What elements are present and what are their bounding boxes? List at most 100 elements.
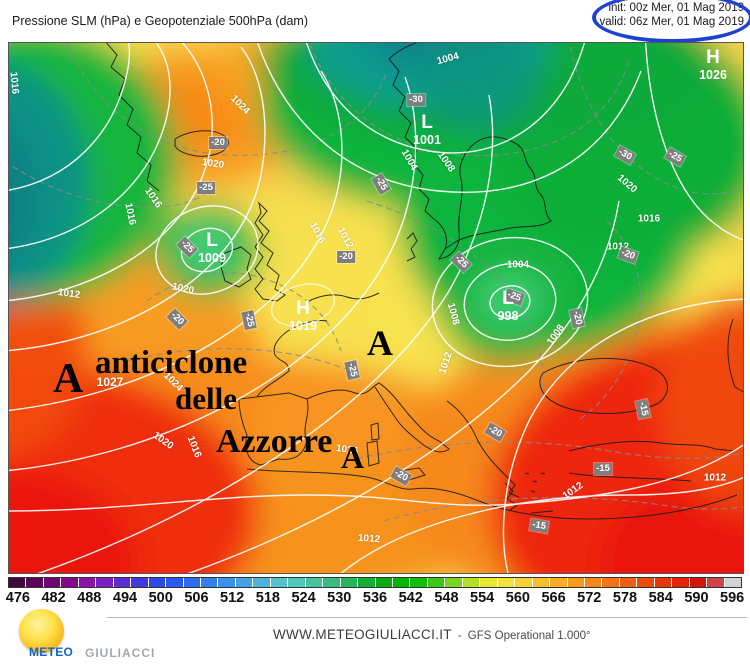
colorbar-tick-label: 506 bbox=[184, 590, 209, 606]
logo-text-meteo: METEO bbox=[29, 645, 74, 659]
valid-date: valid: 06z Mer, 01 Mag 2019 bbox=[599, 16, 744, 28]
temperature-label: -20 bbox=[484, 422, 506, 442]
isobar-label: 1016 bbox=[142, 185, 164, 211]
run-dates: init: 00z Mer, 01 Mag 2019 valid: 06z Me… bbox=[600, 1, 744, 29]
isobar-label: 1020 bbox=[201, 157, 225, 171]
anticyclone-marker: A bbox=[53, 356, 84, 402]
colorbar-cell bbox=[340, 578, 358, 587]
color-field bbox=[9, 43, 743, 573]
colorbar-cell bbox=[584, 578, 602, 587]
footer-divider bbox=[107, 617, 747, 618]
colorbar-tick-label: 536 bbox=[362, 590, 388, 606]
website-url: WWW.METEOGIULIACCI.IT bbox=[273, 627, 452, 642]
init-date: init: 00z Mer, 01 Mag 2019 bbox=[608, 2, 744, 14]
colorbar-cell bbox=[445, 578, 462, 587]
isobar-label: 1008 bbox=[444, 301, 462, 327]
pressure-center-symbol: H bbox=[296, 298, 310, 319]
colorbar-tick-label: 554 bbox=[470, 590, 495, 606]
colorbar-tick-label: 530 bbox=[327, 590, 352, 606]
pressure-center-symbol: H bbox=[706, 47, 720, 68]
colorbar-tick-label: 518 bbox=[255, 590, 280, 606]
colorbar-cell bbox=[270, 578, 288, 587]
colorbar-tick-label: 548 bbox=[434, 590, 459, 606]
isobar-label: 1004 bbox=[506, 259, 530, 271]
colorbar-cell bbox=[427, 578, 445, 587]
colorbar-tick-label: 512 bbox=[220, 590, 245, 606]
colorbar-cell bbox=[672, 578, 689, 587]
temperature-label: -30 bbox=[407, 94, 425, 106]
azores-anticyclone-annotation: Azzorre bbox=[216, 423, 333, 460]
colorbar-cell bbox=[78, 578, 96, 587]
isobar-label: 1016 bbox=[184, 434, 204, 460]
colorbar-cell bbox=[43, 578, 61, 587]
colorbar-cell bbox=[183, 578, 200, 587]
colorbar-cell bbox=[113, 578, 131, 587]
temperature-label: -20 bbox=[569, 308, 585, 328]
temperature-label: -25 bbox=[176, 236, 198, 258]
colorbar-cell bbox=[253, 578, 270, 587]
colorbar-tick-label: 524 bbox=[291, 590, 316, 606]
page-title: Pressione SLM (hPa) e Geopotenziale 500h… bbox=[12, 14, 308, 28]
pressure-center-symbol: L bbox=[206, 230, 218, 251]
colorbar-cell bbox=[532, 578, 550, 587]
isobar-label: 1008 bbox=[545, 322, 567, 348]
isobar-label: 1012 bbox=[357, 532, 381, 546]
colorbar-cell bbox=[305, 578, 323, 587]
anticyclone-marker: A bbox=[341, 439, 365, 475]
temperature-label: -25 bbox=[197, 182, 215, 194]
map-labels: 1004 1024 1020 1016 1016 1016 1012 1016 1012 1020… bbox=[9, 43, 743, 573]
colorbar-tick-label: 488 bbox=[77, 590, 102, 606]
temperature-label: -20 bbox=[209, 137, 227, 149]
isobar-contours bbox=[9, 43, 743, 573]
isobar-label: 1012 bbox=[703, 472, 727, 484]
colorbar-tick-label: 482 bbox=[41, 590, 66, 606]
isobar-label: 1020 bbox=[614, 172, 640, 196]
colorbar-cell bbox=[550, 578, 567, 587]
colorbar-cell bbox=[61, 578, 78, 587]
colorbar-cell bbox=[392, 578, 410, 587]
colorbar-cell bbox=[602, 578, 619, 587]
colorbar-cell bbox=[497, 578, 515, 587]
temperature-label: -25 bbox=[344, 360, 360, 380]
isobar-label: 1020 bbox=[150, 430, 176, 452]
coastlines bbox=[106, 43, 743, 520]
colorbar-cell bbox=[375, 578, 392, 587]
colorbar-tick-label: 542 bbox=[398, 590, 423, 606]
colorbar-cell bbox=[26, 578, 43, 587]
colorbar-cell bbox=[567, 578, 584, 587]
colorbar-cell bbox=[288, 578, 305, 587]
footer-dash: - bbox=[457, 628, 462, 642]
colorbar-cell bbox=[707, 578, 724, 587]
colorbar-tick-label: 584 bbox=[648, 590, 673, 606]
colorbar-cell bbox=[235, 578, 253, 587]
temperature-label: -15 bbox=[594, 463, 612, 475]
temperature-label: -15 bbox=[635, 399, 651, 419]
temperature-label: -15 bbox=[529, 518, 549, 534]
colorbar-cell bbox=[462, 578, 480, 587]
colorbar-tick-label: 494 bbox=[112, 590, 138, 606]
isobar-label: 1020 bbox=[170, 281, 196, 297]
low-pressure-center: L 1009 bbox=[198, 231, 226, 265]
isobar-label: 1008 bbox=[435, 149, 457, 175]
footer-credit: WWW.METEOGIULIACCI.IT - GFS Operational … bbox=[273, 627, 591, 642]
isobar-label: 1016 bbox=[306, 220, 328, 246]
meteogiuliacci-logo-sun bbox=[19, 609, 64, 653]
model-info: GFS Operational 1.000° bbox=[467, 630, 591, 642]
temperature-label: -20 bbox=[166, 308, 188, 330]
logo-text-giuliacci: GIULIACCI bbox=[85, 646, 156, 660]
isobar-label: 1012 bbox=[334, 225, 356, 251]
isobar-label: 1012 bbox=[57, 287, 81, 301]
colorbar bbox=[8, 577, 742, 588]
high-pressure-center: H 1026 bbox=[699, 48, 727, 82]
colorbar-cell bbox=[9, 578, 26, 587]
colorbar-tick-label: 596 bbox=[720, 590, 745, 606]
isobar-label: 1004 bbox=[435, 50, 461, 68]
colorbar-cell bbox=[654, 578, 672, 587]
colorbar-cell bbox=[131, 578, 148, 587]
colorbar-cell bbox=[515, 578, 532, 587]
azores-anticyclone-annotation: anticiclone bbox=[95, 345, 248, 381]
colorbar-tick-label: 590 bbox=[684, 590, 709, 606]
colorbar-cell bbox=[358, 578, 375, 587]
isobar-label: 1024 bbox=[228, 93, 252, 117]
